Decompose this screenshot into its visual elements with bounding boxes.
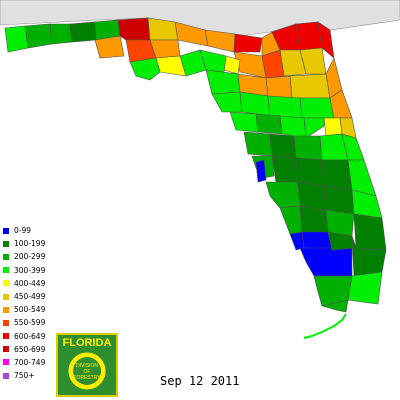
legend-swatch <box>3 240 9 247</box>
county-region <box>69 21 97 43</box>
county-region <box>279 205 303 235</box>
legend-item: 500-549 <box>3 303 63 316</box>
county-region <box>351 189 383 219</box>
county-region <box>321 299 349 313</box>
legend-item: 700-749 <box>3 356 63 369</box>
county-region <box>204 29 236 53</box>
county-region <box>289 231 305 251</box>
legend-item: 0-99 <box>3 224 63 237</box>
legend-swatch <box>3 293 9 300</box>
county-region <box>351 235 387 277</box>
legend-label: 500-549 <box>14 305 46 315</box>
logo-line1: FLORIDA <box>63 337 112 349</box>
county-region <box>323 117 343 137</box>
county-region <box>303 117 325 139</box>
legend-item: 300-399 <box>3 264 63 277</box>
county-region <box>267 95 303 119</box>
legend-swatch <box>3 346 9 353</box>
legend-swatch <box>3 253 9 260</box>
county-region <box>301 231 333 251</box>
florida-keys <box>303 313 347 339</box>
legend-label: 700-749 <box>14 357 46 367</box>
legend-item: 550-599 <box>3 316 63 329</box>
county-region <box>299 97 335 119</box>
county-region <box>321 159 353 191</box>
county-region <box>49 23 73 45</box>
county-region <box>295 157 325 187</box>
legend-label: 100-199 <box>14 239 46 249</box>
county-region <box>129 57 161 81</box>
legend-swatch <box>3 306 9 313</box>
legend-label: 650-699 <box>14 344 46 354</box>
county-region <box>323 185 355 215</box>
florida-forestry-logo-icon: FLORIDA DIVISION OF FORESTRY <box>56 333 118 397</box>
county-region <box>24 23 53 49</box>
legend-label: 450-499 <box>14 292 46 302</box>
legend-label: 600-649 <box>14 331 46 341</box>
county-region <box>271 155 299 183</box>
legend-label: 750+ <box>14 371 35 381</box>
legend-label: 300-399 <box>14 265 46 275</box>
county-region <box>293 135 323 161</box>
county-region <box>353 213 387 251</box>
county-region <box>243 131 273 157</box>
county-region <box>279 115 307 139</box>
logo-line2: DIVISION <box>76 363 98 369</box>
county-region <box>269 133 297 159</box>
county-region <box>239 91 271 117</box>
county-region <box>233 33 263 53</box>
legend-item: 200-299 <box>3 250 63 263</box>
legend-swatch <box>3 359 9 366</box>
county-region <box>255 159 267 183</box>
legend-swatch <box>3 319 9 326</box>
county-region <box>289 73 331 99</box>
legend-item: 100-199 <box>3 237 63 250</box>
legend-label: 0-99 <box>14 226 32 236</box>
legend-swatch <box>3 267 9 274</box>
county-region <box>229 111 259 133</box>
logo-line3: OF <box>84 369 91 375</box>
map-date: Sep 12 2011 <box>160 374 240 388</box>
county-region <box>117 17 151 41</box>
county-region <box>295 21 323 51</box>
legend-item: 650-699 <box>3 343 63 356</box>
county-regions <box>4 17 387 339</box>
county-region <box>211 91 243 113</box>
county-region <box>265 75 293 99</box>
legend-item: 400-449 <box>3 277 63 290</box>
county-region <box>265 181 301 209</box>
county-region <box>299 205 329 233</box>
county-region <box>347 271 383 305</box>
county-region <box>94 35 125 59</box>
legend-swatch <box>3 227 9 234</box>
logo-line4: FORESTRY <box>73 375 101 381</box>
legend-label: 400-449 <box>14 278 46 288</box>
county-region <box>205 69 241 95</box>
county-region <box>299 247 353 277</box>
legend-item: 750+ <box>3 369 63 382</box>
legend-label: 550-599 <box>14 318 46 328</box>
legend-item: 450-499 <box>3 290 63 303</box>
legend-swatch <box>3 280 9 287</box>
legend: 0-99 100-199 200-299 300-399 400-449 450-499 5… <box>3 224 63 382</box>
legend-item: 600-649 <box>3 330 63 343</box>
legend-label: 200-299 <box>14 252 46 262</box>
legend-swatch <box>3 333 9 340</box>
county-region <box>255 113 283 135</box>
legend-swatch <box>3 372 9 379</box>
county-region <box>297 181 327 211</box>
county-region <box>4 25 29 53</box>
